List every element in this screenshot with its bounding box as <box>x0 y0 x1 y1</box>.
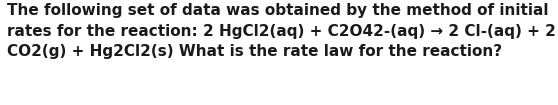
Text: The following set of data was obtained by the method of initial
rates for the re: The following set of data was obtained b… <box>7 3 556 59</box>
